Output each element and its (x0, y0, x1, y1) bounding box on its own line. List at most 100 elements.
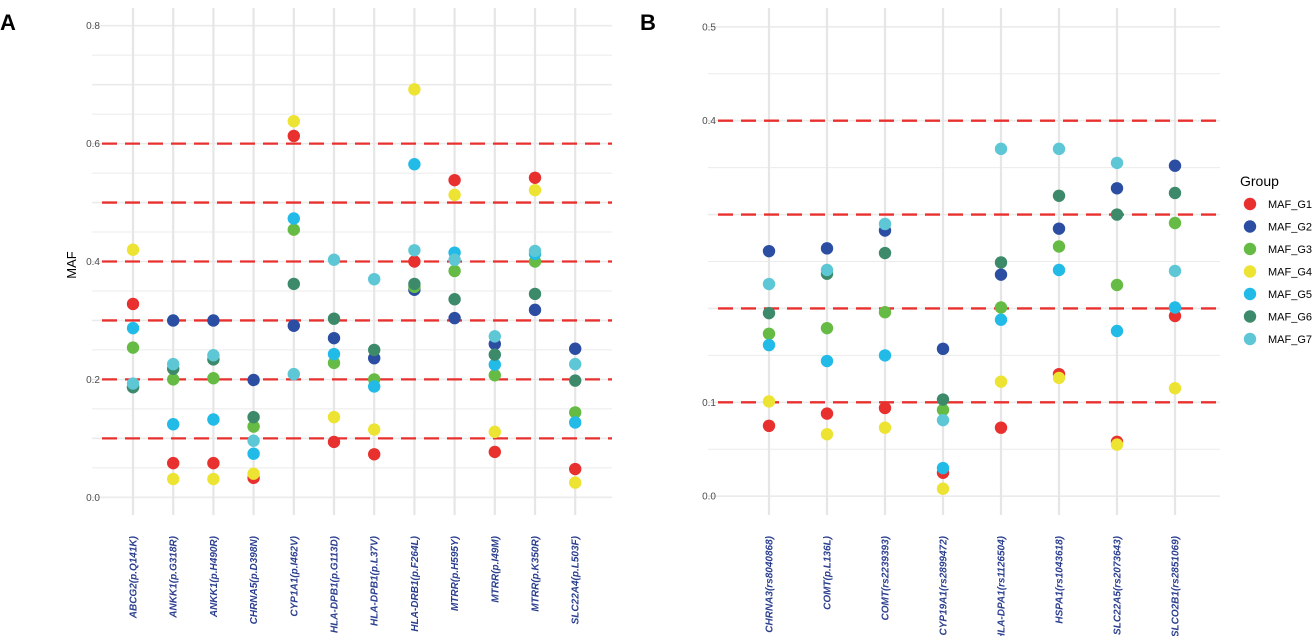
panel-b-x-tick-label: SLC22A5(rs2073643) (1113, 535, 1124, 635)
point-maf-g3 (327, 356, 341, 370)
panel-a-x-tick-label: HLA-DRB1(p.F264L) (410, 535, 421, 631)
panel-a-x-tick-label: MTRR(p.H595Y) (450, 535, 461, 611)
point-maf-g3 (569, 406, 582, 419)
point-maf-g5 (207, 413, 220, 426)
legend-label: MAF_G3 (1268, 244, 1312, 256)
panel-a-y-axis-title: MAF (64, 251, 79, 279)
point-maf-g1 (368, 448, 381, 461)
point-maf-g1 (408, 255, 421, 268)
point-maf-g5 (1168, 301, 1182, 314)
panel-a-x-tick-label: ANKK1(p.G318R) (169, 535, 180, 618)
panel-a-x-tick-label: HLA-DPB1(p.G113D) (330, 535, 341, 633)
legend-label: MAF_G4 (1268, 267, 1312, 279)
panel-b-x-tick-label: COMT(rs2239393) (881, 535, 892, 620)
point-maf-g3 (1168, 216, 1182, 230)
legend-swatch (1243, 287, 1257, 301)
point-maf-g3 (994, 301, 1008, 314)
point-maf-g2 (1052, 222, 1066, 235)
panel-a: A MAF 0.0 0.2 0.4 0.6 0.8 ABCG2(p.Q141K) ANKK1… (0, 8, 612, 633)
panel-a-y-tick-label: 0.2 (86, 375, 100, 386)
point-maf-g3 (287, 223, 300, 236)
panel-a-y-tick-label: 0.0 (86, 493, 100, 504)
point-maf-g1 (820, 407, 834, 420)
point-maf-g6 (448, 293, 461, 306)
point-maf-g4 (936, 482, 950, 495)
point-maf-g2 (1110, 182, 1124, 195)
point-maf-g4 (994, 375, 1008, 388)
panel-a-y-tick-label: 0.6 (86, 139, 100, 150)
panel-b-x-tick-label: HLA-DPA1(rs1126504) (997, 535, 1008, 636)
point-maf-g6 (368, 343, 381, 357)
legend-swatch (1243, 197, 1257, 211)
point-maf-g5 (408, 158, 421, 171)
point-maf-g2 (167, 314, 180, 327)
point-maf-g5 (878, 349, 892, 362)
panel-b-y-tick-label: 0.0 (702, 492, 716, 503)
legend-label: MAF_G1 (1268, 199, 1312, 211)
point-maf-g7 (994, 142, 1008, 156)
panel-b: B 0.0 0.1 0.4 0.5 CHRNA3(rs8040868) COMT(p.L1… (640, 8, 1220, 636)
panel-a-x-tick-label: SLC22A4(p.L503F) (571, 535, 582, 624)
point-maf-g7 (1168, 264, 1182, 278)
point-maf-g3 (167, 373, 180, 386)
point-maf-g3 (247, 420, 260, 433)
point-maf-g6 (1168, 186, 1182, 200)
panel-b-plot-area: 0.0 0.1 0.4 0.5 CHRNA3(rs8040868) COMT(p.L136… (702, 8, 1220, 636)
point-maf-g3 (936, 403, 950, 417)
point-maf-g6 (488, 348, 501, 361)
point-maf-g1 (878, 401, 892, 415)
point-maf-g4 (327, 410, 341, 424)
point-maf-g3 (820, 321, 834, 335)
point-maf-g4 (488, 425, 501, 439)
panel-a-y-tick-label: 0.4 (86, 257, 100, 268)
point-maf-g2 (820, 242, 834, 255)
point-maf-g7 (287, 367, 300, 381)
point-maf-g3 (1110, 278, 1124, 292)
point-maf-g3 (1052, 240, 1066, 253)
point-maf-g5 (994, 313, 1008, 326)
point-maf-g7 (408, 244, 421, 257)
point-maf-g4 (448, 188, 461, 202)
point-maf-g6 (287, 277, 300, 291)
point-maf-g2 (936, 342, 950, 356)
panel-b-y-tick-label: 0.5 (702, 22, 716, 33)
point-maf-g5 (1110, 324, 1124, 338)
point-maf-g5 (820, 354, 834, 368)
point-maf-g5 (762, 338, 776, 352)
point-maf-g1 (528, 171, 542, 184)
point-maf-g7 (936, 413, 950, 427)
panel-a-x-tick-label: MTRR(p.K350R) (531, 535, 542, 611)
point-maf-g4 (1168, 382, 1182, 395)
point-maf-g2 (247, 373, 260, 387)
point-maf-g5 (368, 380, 381, 393)
point-maf-g1 (327, 435, 341, 449)
point-maf-g7 (327, 253, 341, 266)
point-maf-g2 (207, 314, 220, 327)
point-maf-g6 (762, 306, 776, 320)
panel-b-x-tick-label: SLCO2B1(rs2851069) (1171, 535, 1182, 636)
point-maf-g1 (994, 421, 1008, 434)
point-maf-g3 (488, 369, 501, 382)
point-maf-g6 (936, 393, 950, 406)
point-maf-g6 (994, 256, 1008, 269)
point-maf-g5 (247, 447, 260, 460)
point-maf-g2 (1168, 159, 1182, 172)
point-maf-g7 (1052, 142, 1066, 156)
point-maf-g5 (569, 416, 582, 429)
point-maf-g5 (936, 461, 950, 475)
legend-label: MAF_G7 (1268, 334, 1312, 346)
point-maf-g1 (287, 129, 300, 143)
point-maf-g4 (762, 395, 776, 408)
point-maf-g7 (820, 263, 834, 277)
point-maf-g5 (488, 358, 501, 371)
panel-a-x-tick-label: CYP1A1(p.I462V) (289, 535, 300, 616)
legend-swatch (1243, 310, 1257, 323)
panel-a-x-tick-label: HLA-DPB1(p.L37V) (370, 535, 381, 626)
panel-b-y-tick-label: 0.1 (702, 398, 716, 409)
point-maf-g4 (368, 423, 381, 436)
point-maf-g4 (126, 243, 140, 256)
point-maf-g7 (528, 244, 542, 258)
point-maf-g1 (488, 445, 501, 459)
panel-a-plot-area: 0.0 0.2 0.4 0.6 0.8 ABCG2(p.Q141K) ANKK1(p.G31… (86, 8, 612, 633)
